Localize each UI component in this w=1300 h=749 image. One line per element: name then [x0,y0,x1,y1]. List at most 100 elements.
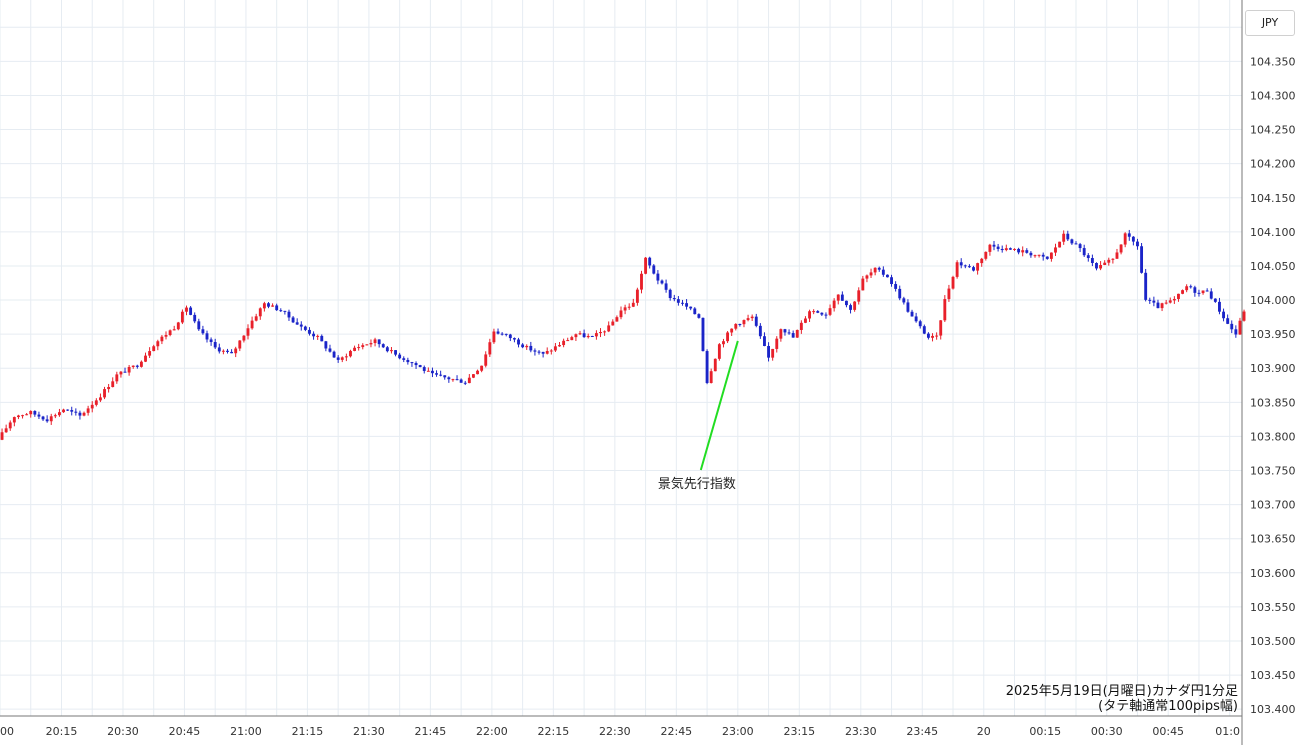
candle-body [1119,244,1123,253]
candle-body [394,350,397,355]
candle-body [316,335,320,337]
candle-body [45,419,49,422]
candle-body [902,298,906,303]
candle-body [398,354,402,359]
candle-body [246,328,250,336]
candle-body [238,340,242,349]
candle-body [1218,301,1221,312]
y-tick-label: 103.600 [1250,567,1296,580]
candle-body [12,417,16,423]
candle-body [488,342,492,355]
candle-body [549,350,553,352]
candle-body [836,294,840,301]
y-tick-label: 103.650 [1250,533,1296,546]
candle-body [1066,233,1070,240]
candle-body [357,347,361,349]
candle-body [1144,272,1148,300]
candle-body [1172,298,1176,301]
candle-body [886,274,889,278]
candle-body [648,257,652,266]
candle-body [631,302,635,307]
candle-body [201,329,205,334]
candle-body [1123,233,1127,245]
candle-body [816,311,820,313]
candle-body [644,257,648,274]
candle-body [570,337,574,341]
candle-body [705,351,709,383]
candle-body [935,335,939,337]
candle-body [172,329,176,331]
candle-body [951,276,955,289]
candle-body [1062,233,1066,242]
candle-body [1086,255,1090,259]
candle-body [111,381,115,388]
candle-body [324,341,328,349]
candle-body [742,320,746,325]
candle-body [262,303,266,309]
y-tick-label: 103.750 [1250,465,1296,478]
candle-body [287,311,291,318]
y-tick-label: 104.000 [1250,294,1296,307]
candle-body [529,345,533,351]
candle-body [767,346,770,358]
candle-body [1090,258,1094,264]
annotation-pointer [699,340,739,471]
candle-body [500,333,504,335]
candle-body [312,333,316,337]
candle-body [193,314,197,322]
candle-body [197,321,201,330]
candle-body [812,311,816,313]
candle-body [562,340,566,346]
candle-body [447,377,451,380]
chart-caption: 2025年5月19日(月曜日)カナダ円1分足 (タテ軸通常100pips幅) [1006,684,1238,714]
candle-body [672,298,676,300]
candle-body [410,362,414,364]
candle-body [29,411,33,415]
candle-body [291,317,295,323]
candle-body [980,258,984,264]
candle-body [1070,239,1074,244]
candle-body [1177,293,1180,299]
candle-body [787,332,791,334]
candle-body [1164,302,1168,304]
candle-body [611,321,615,326]
candle-body [144,355,147,362]
x-tick-label: 23:15 [783,725,815,738]
candle-body [4,428,8,433]
candle-body [1197,292,1201,294]
annotation-layer: 景気先行指数 [658,340,739,492]
y-tick-label: 103.500 [1250,635,1296,648]
candle-body [840,294,844,301]
candle-body [1209,291,1213,299]
candle-body [943,299,947,321]
candle-body [377,339,381,345]
annotation-label: 景気先行指数 [658,476,736,492]
currency-badge[interactable]: JPY [1245,10,1295,36]
candle-body [480,365,484,371]
candle-body [1045,256,1049,259]
candle-body [254,316,258,321]
y-tick-label: 104.150 [1250,192,1296,205]
candle-body [693,308,697,315]
candle-body [603,331,607,333]
candle-body [189,307,193,315]
candle-body [1193,287,1197,293]
candle-body [865,275,869,279]
candle-body [820,312,824,315]
candle-body [242,335,246,341]
candle-body [635,289,639,303]
candle-body [623,307,627,311]
candle-body [795,329,799,338]
candle-body [303,326,307,330]
candle-body [349,350,352,357]
candle-body [972,267,975,271]
candle-body [545,351,549,354]
candle-body [156,341,160,347]
candle-body [656,273,660,281]
candle-body [713,358,717,372]
candle-body [1131,236,1135,242]
candle-body [385,347,389,352]
x-tick-label: 23:30 [845,725,877,738]
candle-body [914,316,918,322]
candle-body [431,370,434,374]
